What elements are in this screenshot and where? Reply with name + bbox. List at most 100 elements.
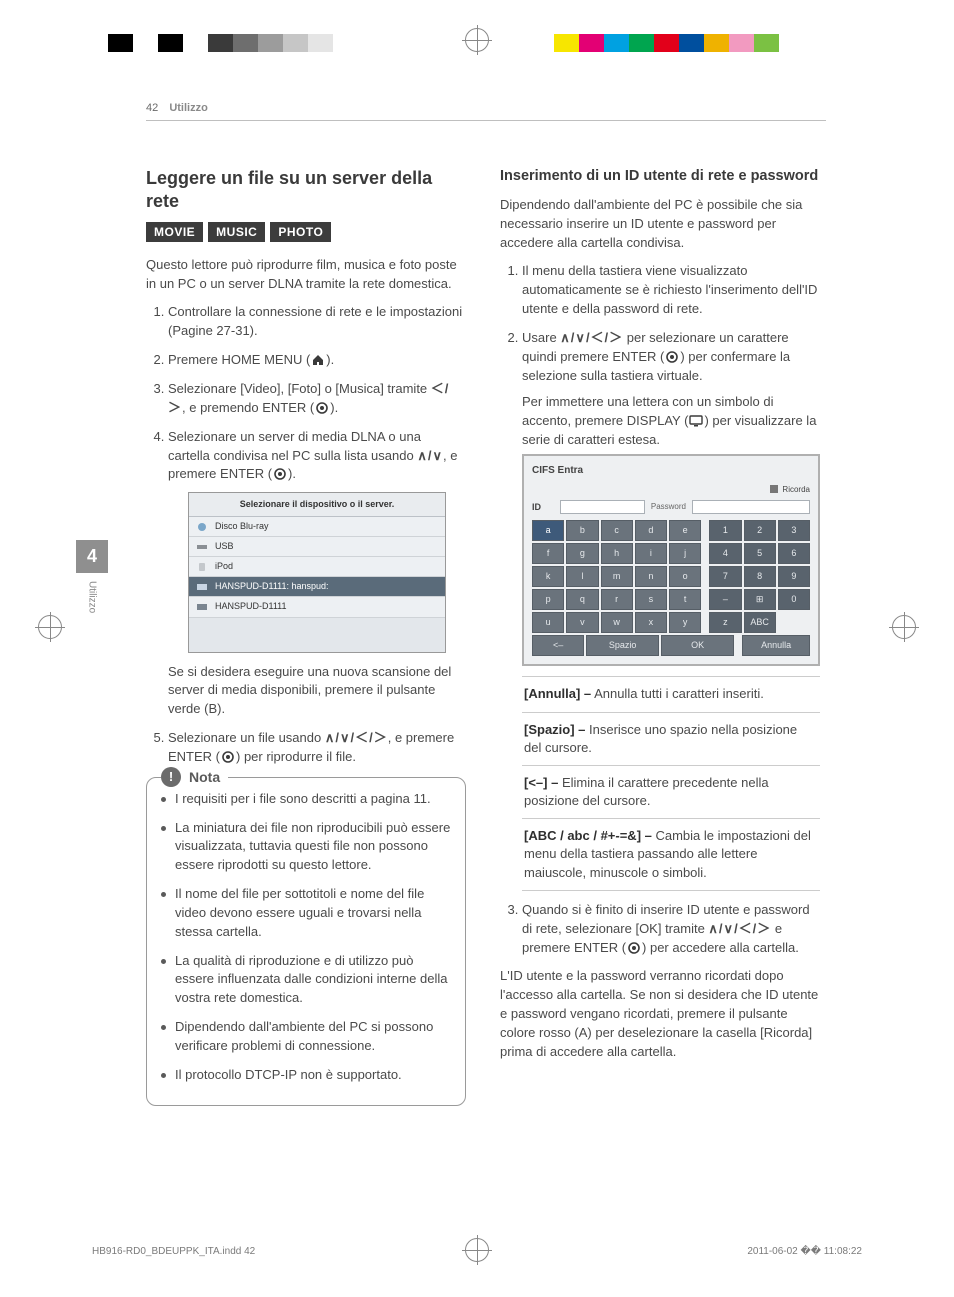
keyboard-key: h xyxy=(601,543,633,564)
device-list-row: USB xyxy=(189,537,445,557)
remember-checkbox-label: Ricorda xyxy=(532,484,810,496)
device-label: USB xyxy=(215,540,234,553)
print-footer: HB916-RD0_BDEUPPK_ITA.indd 42 2011-06-02… xyxy=(92,1246,862,1257)
swatch xyxy=(283,34,308,52)
device-icon xyxy=(195,561,209,573)
note-box: ! Nota I requisiti per i file sono descr… xyxy=(146,777,466,1106)
keyboard-option-row: [Spazio] – Inserisce uno spazio nella po… xyxy=(522,712,820,765)
right-heading: Inserimento di un ID utente di rete e pa… xyxy=(500,167,820,186)
keyboard-key: i xyxy=(635,543,667,564)
registration-mark-top xyxy=(465,28,489,52)
keyboard-key: r xyxy=(601,589,633,610)
device-list-row: HANSPUD-D1111 xyxy=(189,597,445,617)
device-list-row: iPod xyxy=(189,557,445,577)
step-3: Selezionare [Video], [Foto] o [Musica] t… xyxy=(168,380,466,418)
swatch xyxy=(183,34,208,52)
all-arrows-icon: ∧/∨/＜/＞ xyxy=(325,730,388,745)
right-closing: L'ID utente e la password verranno ricor… xyxy=(500,967,820,1061)
swatch xyxy=(258,34,283,52)
keyboard-key: 4 xyxy=(709,543,741,564)
device-list-screenshot: Selezionare il dispositivo o il server. … xyxy=(188,492,446,652)
home-icon xyxy=(310,353,326,367)
step-1: Controllare la connessione di rete e le … xyxy=(168,303,466,341)
swatch xyxy=(308,34,333,52)
left-intro: Questo lettore può riprodurre film, musi… xyxy=(146,256,466,294)
keyboard-grid: abcde123fghij456klmno789pqrst–⊞0uvwxyzAB… xyxy=(532,520,810,633)
keyboard-key: o xyxy=(669,566,701,587)
badge-movie: MOVIE xyxy=(146,222,203,242)
r-step-2: Usare ∧/∨/＜/＞ per selezionare un caratte… xyxy=(522,329,820,891)
note-item: I requisiti per i file sono descritti a … xyxy=(161,790,451,809)
step-5: Selezionare un file usando ∧/∨/＜/＞, e pr… xyxy=(168,729,466,767)
up-down-arrows-icon: ∧/∨ xyxy=(417,448,443,463)
keyboard-action-key: Spazio xyxy=(586,635,659,656)
keyboard-key: 7 xyxy=(709,566,741,587)
note-item: La qualità di riproduzione e di utilizzo… xyxy=(161,952,451,1009)
chapter-label: Utilizzo xyxy=(87,581,98,613)
note-list: I requisiti per i file sono descritti a … xyxy=(161,790,451,1085)
enter-icon xyxy=(664,350,680,364)
all-arrows-icon: ∧/∨/＜/＞ xyxy=(708,921,771,936)
keyboard-key: w xyxy=(601,612,633,633)
keyboard-key: l xyxy=(566,566,598,587)
swatch xyxy=(233,34,258,52)
keyboard-key: 0 xyxy=(778,589,810,610)
password-label: Password xyxy=(651,501,686,513)
page-number: 42 xyxy=(146,102,158,114)
keyboard-key: u xyxy=(532,612,564,633)
keyboard-key: f xyxy=(532,543,564,564)
media-badges: MOVIE MUSIC PHOTO xyxy=(146,222,466,242)
note-label: ! Nota xyxy=(161,767,228,787)
swatch xyxy=(604,34,629,52)
keyboard-action-key: OK xyxy=(661,635,734,656)
keyboard-key: – xyxy=(709,589,741,610)
keyboard-key: j xyxy=(669,543,701,564)
keyboard-option-row: [Annulla] – Annulla tutti i caratteri in… xyxy=(522,676,820,711)
swatch xyxy=(158,34,183,52)
note-item: Dipendendo dall'ambiente del PC si posso… xyxy=(161,1018,451,1056)
right-steps: Il menu della tastiera viene visualizzat… xyxy=(500,262,820,957)
badge-photo: PHOTO xyxy=(270,222,331,242)
info-icon: ! xyxy=(161,767,181,787)
keyboard-key: 5 xyxy=(744,543,776,564)
keyboard-option-row: [ABC / abc / #+-=&] – Cambia le impostaz… xyxy=(522,818,820,891)
keyboard-title: CIFS Entra xyxy=(532,464,810,479)
color-swatches-right xyxy=(554,34,779,52)
keyboard-bottom-row: <–SpazioOK Annulla xyxy=(532,635,810,656)
note-item: La miniatura dei file non riproducibili … xyxy=(161,819,451,876)
swatch xyxy=(629,34,654,52)
keyboard-action-key: Annulla xyxy=(742,635,810,656)
header-section: Utilizzo xyxy=(169,102,208,114)
r-step-1: Il menu della tastiera viene visualizzat… xyxy=(522,262,820,319)
keyboard-key: q xyxy=(566,589,598,610)
keyboard-key: a xyxy=(532,520,564,541)
running-header: 42 Utilizzo xyxy=(146,102,826,121)
keyboard-action-key: <– xyxy=(532,635,584,656)
note-item: Il nome del file per sottotitoli e nome … xyxy=(161,885,451,942)
left-steps: Controllare la connessione di rete e le … xyxy=(146,303,466,766)
keyboard-key: 3 xyxy=(778,520,810,541)
enter-icon xyxy=(314,401,330,415)
keyboard-options: [Annulla] – Annulla tutti i caratteri in… xyxy=(522,676,820,891)
id-label: ID xyxy=(532,501,554,514)
keyboard-key: 9 xyxy=(778,566,810,587)
device-label: HANSPUD-D1111 xyxy=(215,600,287,613)
enter-icon xyxy=(626,941,642,955)
step-4: Selezionare un server di media DLNA o un… xyxy=(168,428,466,719)
keyboard-key: z xyxy=(709,612,741,633)
swatch xyxy=(208,34,233,52)
enter-icon xyxy=(220,750,236,764)
swatch xyxy=(754,34,779,52)
keyboard-key: k xyxy=(532,566,564,587)
footer-timestamp: 2011-06-02 �� 11:08:22 xyxy=(747,1246,862,1257)
keyboard-key: d xyxy=(635,520,667,541)
page-content: 42 Utilizzo Leggere un file su un server… xyxy=(146,102,826,1106)
id-input xyxy=(560,500,645,514)
swatch xyxy=(579,34,604,52)
note-item: Il protocollo DTCP-IP non è supportato. xyxy=(161,1066,451,1085)
left-column: Leggere un file su un server della rete … xyxy=(146,167,466,1106)
keyboard-key: v xyxy=(566,612,598,633)
enter-icon xyxy=(272,467,288,481)
keyboard-key: b xyxy=(566,520,598,541)
badge-music: MUSIC xyxy=(208,222,265,242)
